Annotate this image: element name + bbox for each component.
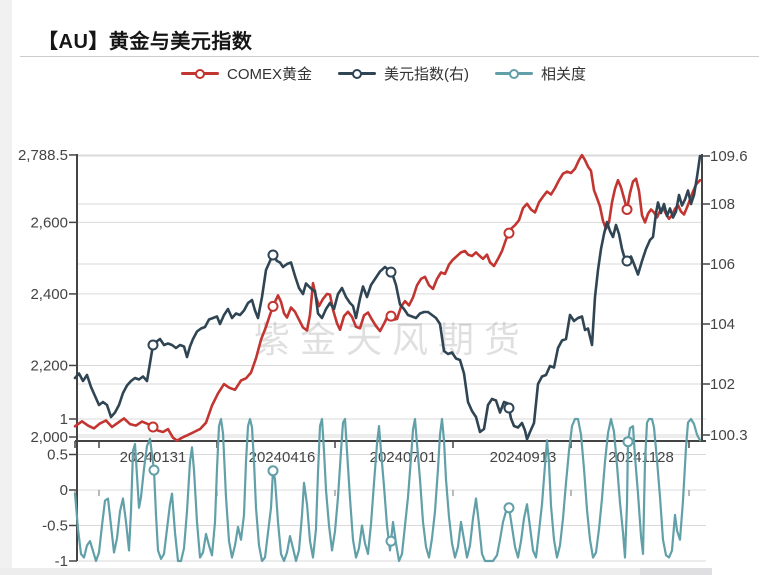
series-marker-correlation [622,436,634,448]
series-marker-comex-gold [267,300,279,312]
y-axis-label-gold: 2,600 [30,214,68,231]
y-axis-label-gold: 2,200 [30,357,68,374]
y-axis-label-gold: 2,788.5 [18,147,68,164]
left-edge-strip [0,0,12,575]
y-axis-label-usd: 108 [710,196,735,213]
title-divider [20,56,759,57]
series-marker-correlation [503,502,515,514]
x-axis-label: 20240701 [370,449,437,466]
watermark: 紫金天风期货 [254,319,530,360]
series-marker-correlation [385,535,397,547]
series-marker-usd-index [385,266,397,278]
legend-item-usd-index[interactable]: 美元指数(右) [338,63,469,84]
x-axis-label: 20240416 [249,449,316,466]
y-axis-label-usd: 102 [710,376,735,393]
y-axis-label-corr: -0.5 [42,518,68,535]
y-axis-label-gold: 2,400 [30,286,68,303]
y-axis-label-corr: 1 [60,411,68,428]
series-marker-comex-gold [147,421,159,433]
legend-line-circle-icon-comex-gold [180,68,219,79]
chart-legend: COMEX黄金 美元指数(右) 相关度 [0,63,767,84]
legend-line-circle-icon-correlation [495,68,533,79]
series-line-comex-gold [73,153,702,442]
y-axis-label-corr: -1 [55,553,68,570]
series-marker-usd-index [621,255,633,267]
series-line-usd-index [73,154,702,441]
y-axis-label-usd: 104 [710,316,735,333]
legend-label: COMEX黄金 [226,66,312,83]
legend-line-circle-icon-usd-index [338,68,376,79]
series-marker-usd-index [147,339,159,351]
bottom-scrollbar-track[interactable] [0,568,712,575]
legend-item-comex-gold[interactable]: COMEX黄金 [180,63,312,84]
series-marker-correlation [267,465,279,477]
y-axis-label-gold: 2,000 [30,429,68,446]
x-axis-label: 20241128 [608,449,674,466]
legend-item-correlation[interactable]: 相关度 [495,63,586,84]
legend-label: 相关度 [541,66,587,83]
legend-label: 美元指数(右) [384,66,469,83]
series-marker-correlation [148,464,160,476]
chart-title: 【AU】黄金与美元指数 [38,31,253,54]
y-axis-label-usd: 106 [710,256,735,273]
series-marker-comex-gold [503,227,515,239]
series-marker-comex-gold [385,310,397,322]
series-marker-usd-index [503,402,515,414]
y-axis-label-usd: 100.3 [710,427,748,444]
x-axis-label: 20240913 [490,449,557,466]
bottom-scrollbar-thumb[interactable] [640,568,712,575]
series-marker-usd-index [267,249,279,261]
y-axis-label-corr: 0 [60,482,68,499]
y-axis-label-corr: 0.5 [47,447,68,464]
series-line-correlation [73,417,702,563]
y-axis-label-usd: 109.6 [710,148,748,165]
series-marker-comex-gold [621,204,633,215]
